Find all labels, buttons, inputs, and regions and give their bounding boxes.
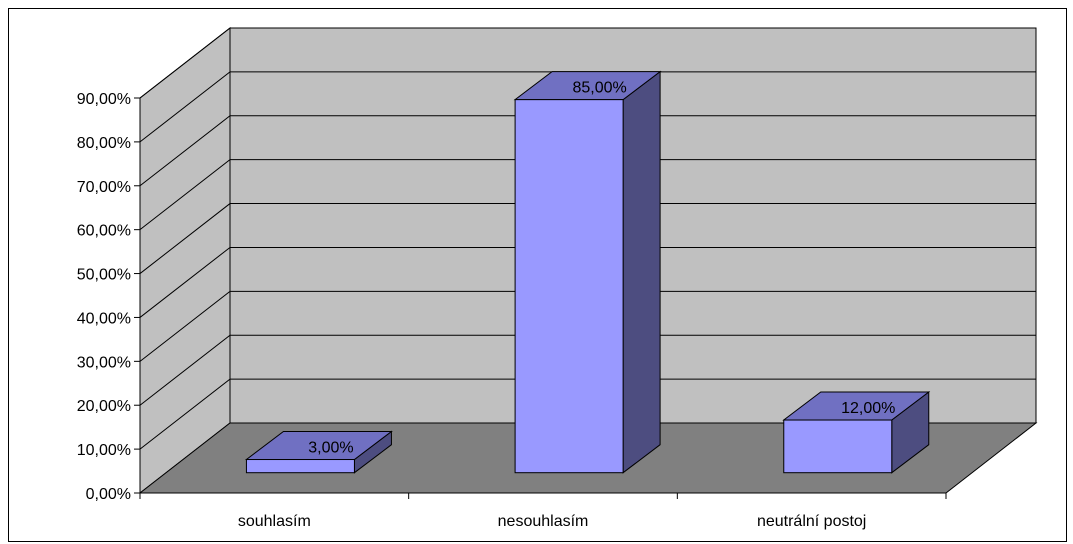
y-tick-label: 0,00% bbox=[86, 486, 131, 503]
y-tick-label: 50,00% bbox=[77, 267, 131, 284]
gridline bbox=[139, 290, 1036, 362]
gridline bbox=[139, 159, 1036, 231]
y-tick-label: 40,00% bbox=[77, 310, 131, 327]
axes bbox=[134, 97, 947, 499]
gridline bbox=[139, 71, 1036, 143]
side-wall bbox=[139, 26, 231, 495]
category-label: nesouhlasím bbox=[498, 513, 589, 530]
bar-1 bbox=[514, 99, 624, 474]
y-tick-label: 80,00% bbox=[77, 135, 131, 152]
y-tick-label: 90,00% bbox=[77, 91, 131, 108]
y-tick-label: 60,00% bbox=[77, 223, 131, 240]
bar-0 bbox=[245, 459, 355, 474]
y-tick-label: 30,00% bbox=[77, 354, 131, 371]
gridline bbox=[139, 378, 1036, 450]
data-label: 12,00% bbox=[841, 400, 895, 417]
bars bbox=[244, 70, 931, 474]
data-labels: 3,00% 85,00% 12,00% bbox=[308, 80, 895, 457]
data-label: 85,00% bbox=[572, 80, 626, 97]
y-tick-label: 20,00% bbox=[77, 398, 131, 415]
category-label: neutrální postoj bbox=[757, 513, 866, 530]
gridline bbox=[139, 115, 1036, 187]
y-tick-label: 70,00% bbox=[77, 179, 131, 196]
gridline bbox=[139, 246, 1036, 318]
category-labels: souhlasím nesouhlasím neutrální postoj bbox=[238, 513, 866, 530]
bar-side bbox=[622, 70, 661, 474]
category-label: souhlasím bbox=[238, 513, 311, 530]
gridline bbox=[139, 334, 1036, 406]
gridlines bbox=[139, 27, 1036, 450]
gridline bbox=[139, 27, 1036, 99]
gridline bbox=[139, 203, 1036, 274]
y-tick-labels: 0,00% 10,00% 20,00% 30,00% 40,00% 50,00% 60,00… bbox=[77, 91, 131, 503]
y-tick-label: 10,00% bbox=[77, 442, 131, 459]
bar-2 bbox=[783, 419, 893, 474]
data-label: 3,00% bbox=[308, 440, 353, 457]
